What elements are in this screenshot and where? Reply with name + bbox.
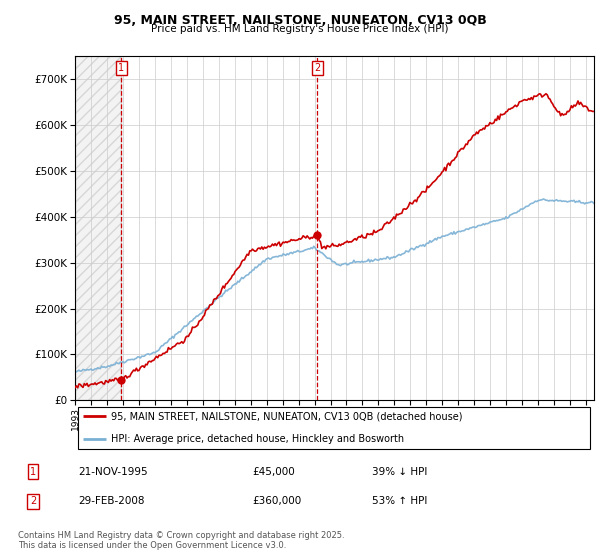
Text: 1: 1 <box>118 63 124 73</box>
Text: 1: 1 <box>30 466 36 477</box>
Text: Contains HM Land Registry data © Crown copyright and database right 2025.
This d: Contains HM Land Registry data © Crown c… <box>18 531 344 550</box>
Text: 29-FEB-2008: 29-FEB-2008 <box>78 496 145 506</box>
Text: 2: 2 <box>30 496 36 506</box>
Text: £360,000: £360,000 <box>252 496 301 506</box>
FancyBboxPatch shape <box>77 407 590 449</box>
Text: 2: 2 <box>314 63 320 73</box>
Text: 21-NOV-1995: 21-NOV-1995 <box>78 466 148 477</box>
Bar <box>75 56 121 400</box>
Text: 95, MAIN STREET, NAILSTONE, NUNEATON, CV13 0QB: 95, MAIN STREET, NAILSTONE, NUNEATON, CV… <box>113 14 487 27</box>
Text: 39% ↓ HPI: 39% ↓ HPI <box>372 466 427 477</box>
Text: 53% ↑ HPI: 53% ↑ HPI <box>372 496 427 506</box>
Text: Price paid vs. HM Land Registry's House Price Index (HPI): Price paid vs. HM Land Registry's House … <box>151 24 449 34</box>
Text: £45,000: £45,000 <box>252 466 295 477</box>
Text: 95, MAIN STREET, NAILSTONE, NUNEATON, CV13 0QB (detached house): 95, MAIN STREET, NAILSTONE, NUNEATON, CV… <box>112 412 463 421</box>
Text: HPI: Average price, detached house, Hinckley and Bosworth: HPI: Average price, detached house, Hinc… <box>112 435 404 444</box>
